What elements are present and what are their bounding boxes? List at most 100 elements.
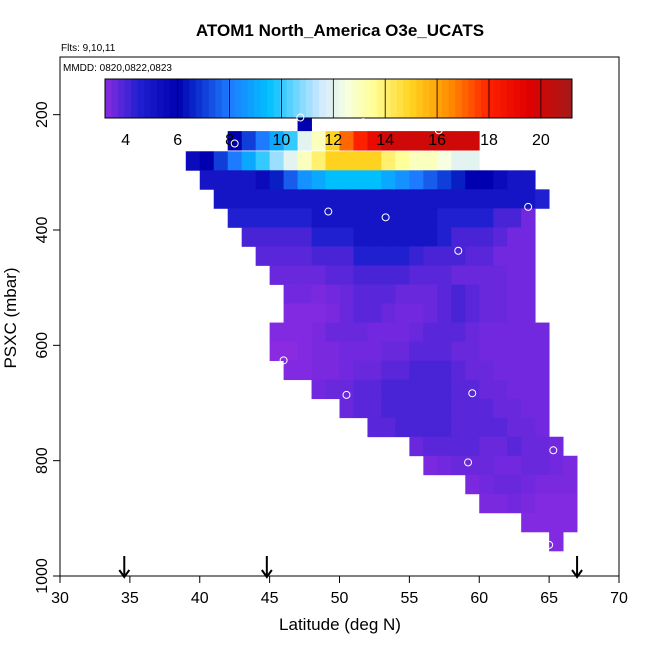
heatmap-cell — [367, 341, 382, 362]
heatmap-cell — [381, 227, 396, 247]
heatmap-cell — [465, 246, 480, 266]
colorbar-swatch — [435, 79, 443, 118]
heatmap-cell — [549, 455, 564, 476]
heatmap-cell — [227, 189, 243, 209]
heatmap-cell — [507, 474, 522, 495]
heatmap-cell — [367, 246, 382, 266]
colorbar-swatch — [117, 79, 125, 118]
heatmap-cell — [339, 131, 354, 151]
heatmap-cell — [507, 284, 522, 304]
colorbar-swatch — [487, 79, 495, 118]
heatmap-cell — [269, 322, 285, 342]
heatmap-cell — [311, 360, 326, 381]
heatmap-cell — [507, 303, 522, 323]
heatmap-cell — [269, 265, 285, 285]
heatmap-cell — [521, 208, 536, 228]
heatmap-cell — [269, 341, 285, 362]
heatmap-cell — [479, 379, 494, 400]
heatmap-cell — [367, 227, 382, 247]
heatmap-cell — [241, 208, 257, 228]
heatmap-cell — [255, 170, 271, 190]
heatmap-cell — [507, 436, 522, 457]
heatmap-cell — [521, 474, 536, 495]
heatmap-cell — [507, 227, 522, 247]
colorbar-swatch — [539, 79, 547, 118]
heatmap-cell — [353, 360, 368, 381]
heatmap-cell — [437, 436, 452, 457]
heatmap-cell — [339, 208, 354, 228]
heatmap-cell — [325, 265, 340, 285]
heatmap-cell — [493, 417, 508, 438]
heatmap-cell — [465, 341, 480, 362]
heatmap-cell — [255, 151, 271, 171]
heatmap-cell — [451, 131, 466, 151]
heatmap-cell — [479, 493, 494, 514]
heatmap-cell — [521, 170, 536, 190]
heatmap-cell — [339, 379, 354, 400]
heatmap-cell — [213, 189, 229, 209]
heatmap-cell — [353, 170, 368, 190]
heatmap-cell — [535, 417, 550, 438]
heatmap-cell — [423, 398, 438, 419]
heatmap-cell — [381, 284, 396, 304]
heatmap-cell — [437, 341, 452, 362]
heatmap-cell — [409, 436, 424, 457]
heatmap-cell — [479, 360, 494, 381]
x-tick-label: 60 — [470, 590, 488, 607]
colorbar-swatch — [442, 79, 450, 118]
heatmap-cell — [381, 322, 396, 342]
heatmap-cell — [535, 379, 550, 400]
sample-points — [178, 113, 558, 549]
heatmap-cell — [437, 246, 452, 266]
heatmap-cell — [479, 284, 494, 304]
colorbar: 4 6 8 10 12 14 16 18 20 — [104, 78, 573, 149]
heatmap-cell — [479, 398, 494, 419]
heatmap-cell — [381, 360, 396, 381]
colorbar-tick-label: 4 — [121, 132, 130, 149]
heatmap-cell — [465, 474, 480, 495]
heatmap-cell — [409, 246, 424, 266]
heatmap-cell — [367, 322, 382, 342]
heatmap-cell — [493, 493, 508, 514]
heatmap-cell — [297, 341, 312, 362]
colorbar-swatch — [422, 79, 430, 118]
heatmap-cell — [367, 189, 382, 209]
heatmap-cell — [423, 379, 438, 400]
heatmap-cell — [507, 379, 522, 400]
colorbar-swatch — [409, 79, 417, 118]
heatmap-cell — [325, 131, 340, 151]
heatmap-cell — [563, 512, 578, 533]
heatmap-cell — [381, 341, 396, 362]
heatmap-cell — [423, 227, 438, 247]
heatmap-cell — [437, 151, 452, 171]
heatmap-cell — [521, 322, 536, 342]
heatmap-cell — [507, 189, 522, 209]
heatmap-cell — [493, 474, 508, 495]
heatmap-cell — [311, 341, 326, 362]
heatmap-cell — [479, 322, 494, 342]
heatmap-cell — [465, 360, 480, 381]
heatmap-cell — [325, 189, 340, 209]
heatmap-cell — [395, 360, 410, 381]
colorbar-swatch — [111, 79, 119, 118]
colorbar-swatch — [546, 79, 554, 118]
heatmap-cell — [451, 417, 466, 438]
heatmap-cell — [297, 170, 312, 190]
heatmap-cell — [395, 284, 410, 304]
heatmap-cell — [213, 170, 229, 190]
colorbar-swatch — [280, 79, 288, 118]
heatmap-cell — [283, 360, 298, 381]
heatmap-cell — [269, 246, 285, 266]
colorbar-swatch — [156, 79, 164, 118]
colorbar-divisions — [177, 79, 542, 118]
heatmap-cell — [381, 265, 396, 285]
heatmap-cell — [451, 284, 466, 304]
heatmap-cell — [409, 284, 424, 304]
colorbar-swatch — [455, 79, 463, 118]
heatmap-cell — [535, 493, 550, 514]
heatmap-cell — [507, 417, 522, 438]
heatmap-cell — [437, 417, 452, 438]
colorbar-swatch — [552, 79, 560, 118]
heatmap-cell — [521, 436, 536, 457]
colorbar-swatch — [364, 79, 372, 118]
